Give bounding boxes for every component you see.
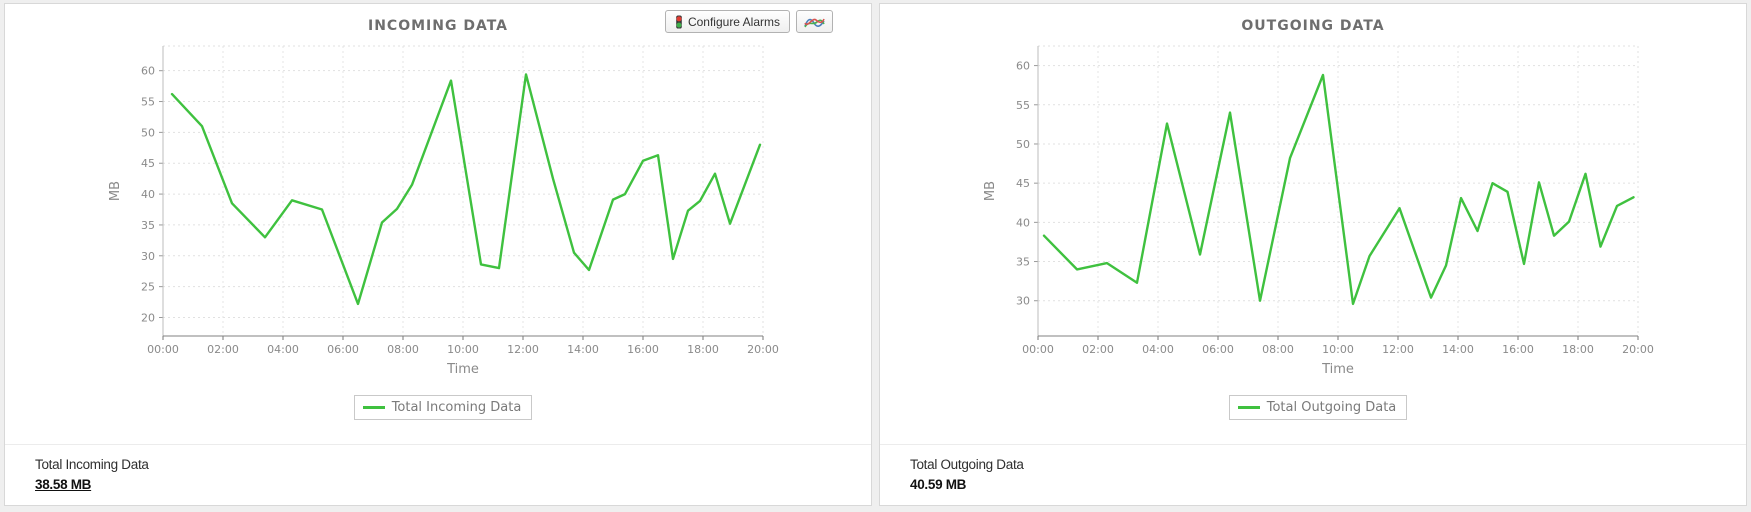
svg-text:00:00: 00:00 [147,343,179,356]
svg-text:30: 30 [1016,295,1030,308]
panel-divider [880,444,1746,445]
svg-text:02:00: 02:00 [207,343,239,356]
svg-text:04:00: 04:00 [1142,343,1174,356]
summary-block: Total Outgoing Data 40.59 MB [910,455,1024,494]
svg-text:08:00: 08:00 [1262,343,1294,356]
svg-text:30: 30 [141,250,155,263]
svg-text:60: 60 [141,65,155,78]
summary-value[interactable]: 40.59 MB [910,476,967,492]
svg-text:Time: Time [446,362,479,377]
svg-text:40: 40 [1016,216,1030,229]
svg-text:MB: MB [108,181,123,201]
chart-title: INCOMING DATA [368,18,508,34]
svg-text:50: 50 [1016,138,1030,151]
configure-alarms-label: Configure Alarms [687,14,780,29]
svg-text:MB: MB [983,181,998,201]
chart-area: 30 35 40 45 50 55 60 00:00 02:00 04:00 06:00 08:00 1… [980,36,1746,393]
svg-text:45: 45 [141,157,155,170]
svg-text:50: 50 [141,126,155,139]
legend-line-swatch [1237,406,1260,409]
svg-text:18:00: 18:00 [687,343,719,356]
legend-label: Total Outgoing Data [1266,400,1397,415]
chart-area: 20 25 30 35 40 45 50 55 60 00:00 02:00 04:00 06:00 08… [105,36,871,393]
svg-text:16:00: 16:00 [627,343,659,356]
svg-text:20: 20 [141,311,155,324]
svg-text:06:00: 06:00 [1202,343,1234,356]
chart-legend: Total Outgoing Data [980,395,1656,420]
svg-text:55: 55 [141,96,155,109]
svg-text:18:00: 18:00 [1562,343,1594,356]
svg-text:08:00: 08:00 [387,343,419,356]
summary-value[interactable]: 38.58 MB [35,476,92,492]
summary-block: Total Incoming Data 38.58 MB [35,455,149,494]
traffic-light-icon [675,15,683,29]
svg-text:20:00: 20:00 [1622,343,1654,356]
outgoing-data-panel: OUTGOING DATA 30 35 40 45 50 55 60 00:00 02:00 04… [879,3,1747,506]
svg-text:35: 35 [1016,256,1030,269]
incoming-data-panel: Configure Alarms INCOMING DATA 20 25 30 35 4… [4,3,872,506]
legend-item[interactable]: Total Outgoing Data [1228,395,1408,420]
svg-text:Time: Time [1321,362,1354,377]
svg-text:55: 55 [1016,99,1030,112]
svg-text:06:00: 06:00 [327,343,359,356]
line-chart-icon [804,15,825,29]
svg-text:14:00: 14:00 [567,343,599,356]
svg-text:25: 25 [141,281,155,294]
svg-text:14:00: 14:00 [1442,343,1474,356]
svg-text:10:00: 10:00 [447,343,479,356]
svg-text:40: 40 [141,188,155,201]
panel-toolbar: Configure Alarms [664,10,833,33]
outgoing-line-chart[interactable]: 30 35 40 45 50 55 60 00:00 02:00 04:00 06:00 08:00 1… [980,36,1656,388]
svg-text:02:00: 02:00 [1082,343,1114,356]
legend-line-swatch [362,406,385,409]
incoming-line-chart[interactable]: 20 25 30 35 40 45 50 55 60 00:00 02:00 04:00 06:00 08… [105,36,781,388]
legend-label: Total Incoming Data [391,400,522,415]
svg-text:04:00: 04:00 [267,343,299,356]
summary-label: Total Outgoing Data [910,457,1024,472]
svg-text:45: 45 [1016,177,1030,190]
legend-item[interactable]: Total Incoming Data [353,395,533,420]
svg-text:16:00: 16:00 [1502,343,1534,356]
summary-label: Total Incoming Data [35,457,149,472]
chart-type-button[interactable] [796,10,833,33]
chart-legend: Total Incoming Data [105,395,781,420]
panel-divider [5,444,871,445]
svg-text:12:00: 12:00 [507,343,539,356]
chart-title: OUTGOING DATA [1241,18,1385,34]
configure-alarms-button[interactable]: Configure Alarms [664,10,790,33]
svg-text:00:00: 00:00 [1022,343,1054,356]
svg-text:20:00: 20:00 [747,343,779,356]
svg-text:12:00: 12:00 [1382,343,1414,356]
svg-text:35: 35 [141,219,155,232]
svg-text:60: 60 [1016,60,1030,73]
svg-text:10:00: 10:00 [1322,343,1354,356]
